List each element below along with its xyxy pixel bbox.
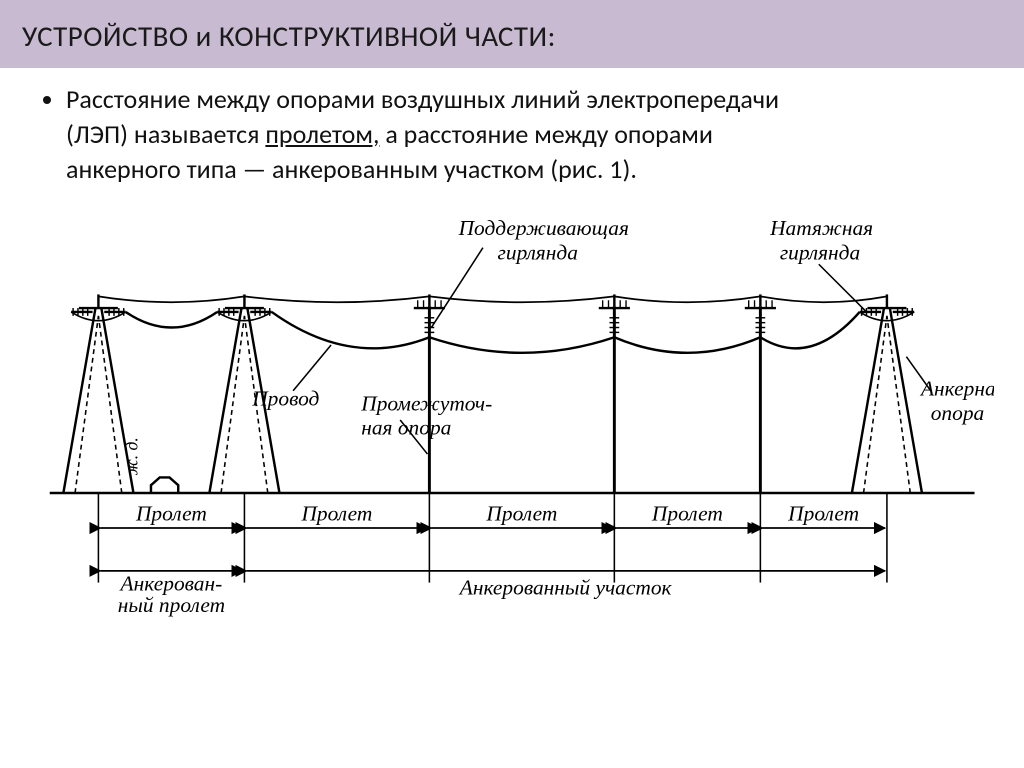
svg-text:гирлянда: гирлянда — [498, 241, 578, 265]
power-line-diagram: ж. д.ПоддерживающаягирляндаНатяжнаягирля… — [40, 205, 994, 635]
svg-text:Пролет: Пролет — [787, 502, 859, 526]
svg-text:Провод: Провод — [251, 387, 319, 411]
svg-text:Пролет: Пролет — [485, 502, 557, 526]
svg-text:Натяжная: Натяжная — [769, 216, 873, 240]
page-title: УСТРОЙСТВО и КОНСТРУКТИВНОЙ ЧАСТИ: — [22, 18, 1002, 54]
svg-text:гирлянда: гирлянда — [780, 241, 860, 265]
svg-text:Пролет: Пролет — [135, 502, 207, 526]
svg-text:Пролет: Пролет — [300, 502, 372, 526]
para-item: Расстояние между опорами воздушных линий… — [66, 82, 994, 187]
svg-text:Анкерован-: Анкерован- — [119, 572, 223, 596]
para-underlined: пролетом, — [265, 118, 379, 150]
title-bar: УСТРОЙСТВО и КОНСТРУКТИВНОЙ ЧАСТИ: — [0, 0, 1024, 68]
svg-text:Анкерная: Анкерная — [919, 377, 994, 401]
para-post: анкерного типа — анкерованным участком (… — [66, 153, 637, 185]
para-line1: Расстояние между опорами воздушных линий… — [66, 83, 779, 115]
svg-text:опора: опора — [931, 401, 985, 425]
svg-text:Анкерованный участок: Анкерованный участок — [458, 576, 673, 600]
para-mid: а расстояние между опорами — [379, 118, 712, 150]
content-body: Расстояние между опорами воздушных линий… — [0, 68, 1024, 635]
svg-text:Промежуточ-: Промежуточ- — [360, 392, 492, 416]
svg-text:ный пролет: ный пролет — [118, 593, 225, 617]
para-pre2: (ЛЭП) называется — [66, 118, 265, 150]
svg-text:Поддерживающая: Поддерживающая — [458, 216, 629, 240]
svg-text:Пролет: Пролет — [651, 502, 723, 526]
bullet-list: Расстояние между опорами воздушных линий… — [40, 82, 994, 187]
diagram-container: ж. д.ПоддерживающаягирляндаНатяжнаягирля… — [40, 205, 994, 635]
